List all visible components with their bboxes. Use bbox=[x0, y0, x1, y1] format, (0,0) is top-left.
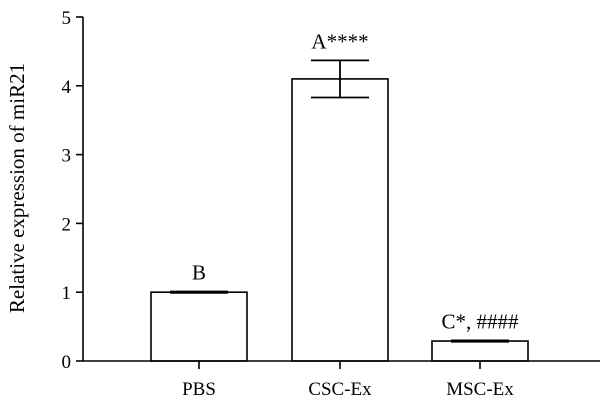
bar bbox=[150, 291, 248, 362]
x-axis-ticks: PBS CSC-Ex MSC-Ex bbox=[182, 361, 514, 400]
y-axis-ticks: 0 1 2 3 4 5 bbox=[62, 8, 83, 373]
bar-annotation: B bbox=[192, 261, 206, 285]
x-tick-label: PBS bbox=[182, 379, 216, 400]
bar bbox=[431, 340, 529, 362]
y-axis-label: Relative expression of miR21 bbox=[5, 63, 29, 313]
y-tick-label: 4 bbox=[62, 77, 72, 98]
y-tick-label: 5 bbox=[62, 8, 72, 29]
y-tick-label: 1 bbox=[62, 283, 72, 304]
bar bbox=[291, 78, 389, 362]
y-tick-label: 2 bbox=[62, 214, 72, 235]
bars: B A**** C*, #### bbox=[150, 29, 529, 362]
y-tick-label: 0 bbox=[62, 352, 72, 373]
y-tick-label: 3 bbox=[62, 146, 72, 167]
x-tick-label: MSC-Ex bbox=[446, 379, 514, 400]
x-tick-label: CSC-Ex bbox=[308, 379, 372, 400]
bar-annotation: C*, #### bbox=[441, 309, 519, 333]
bar-annotation: A**** bbox=[311, 29, 368, 53]
